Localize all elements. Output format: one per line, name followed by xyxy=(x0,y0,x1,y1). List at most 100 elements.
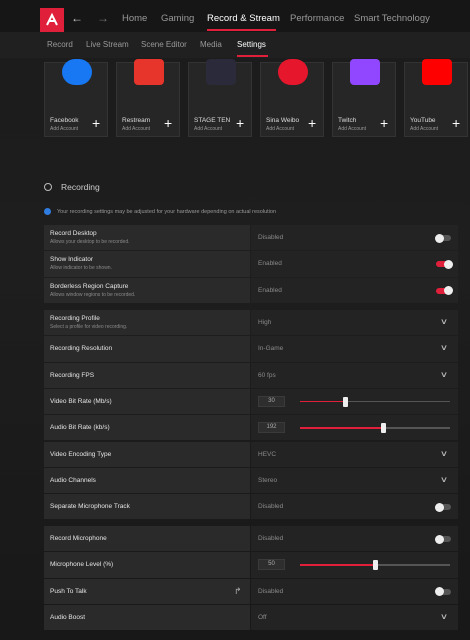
row-value: 60 fps xyxy=(258,371,276,379)
account-icon xyxy=(350,59,380,85)
top-nav-item[interactable]: Performance xyxy=(290,13,345,24)
row-label-cell xyxy=(44,494,250,520)
sub-nav-item[interactable]: Settings xyxy=(237,40,266,49)
row-value-cell[interactable] xyxy=(251,494,458,520)
account-name: Facebook xyxy=(50,117,79,124)
row-value: Disabled xyxy=(258,234,284,241)
toggle-knob[interactable] xyxy=(444,286,453,296)
add-button[interactable]: + xyxy=(380,115,389,131)
add-button[interactable]: + xyxy=(308,115,317,131)
row-value: Disabled xyxy=(258,503,284,511)
row-value-cell[interactable] xyxy=(251,225,458,251)
account-name: Restream xyxy=(122,117,151,124)
dropdown-chevron[interactable]: ∨ xyxy=(439,474,449,484)
toggle-knob[interactable] xyxy=(435,502,444,512)
row-label-cell xyxy=(44,251,250,277)
amd-logo[interactable] xyxy=(40,8,64,32)
row-label: Recording FPS xyxy=(50,371,95,379)
row-value: Stereo xyxy=(258,476,278,484)
row-value-cell[interactable] xyxy=(251,362,458,388)
row-label: Borderless Region Capture xyxy=(50,282,129,290)
row-label: Separate Microphone Track xyxy=(50,503,130,511)
account-icon xyxy=(134,59,164,85)
add-button[interactable]: + xyxy=(164,115,173,131)
account-icon xyxy=(278,59,308,85)
toggle-knob[interactable] xyxy=(435,534,444,544)
row-value-cell[interactable] xyxy=(251,467,458,494)
share-icon[interactable]: ↱ xyxy=(234,585,242,596)
forward-button[interactable]: → xyxy=(97,11,109,25)
row-description: Allow indicator to be shown. xyxy=(50,265,112,272)
row-value: Disabled xyxy=(258,587,284,595)
top-nav-item[interactable]: Record & Stream xyxy=(207,13,280,24)
dropdown-chevron[interactable]: ∨ xyxy=(439,448,449,458)
sub-nav-item[interactable]: Record xyxy=(47,40,73,49)
row-value-cell[interactable] xyxy=(251,336,458,362)
row-label: Audio Boost xyxy=(50,613,86,621)
slider-fill xyxy=(300,427,383,429)
add-button[interactable]: + xyxy=(452,115,461,131)
section-title: Recording xyxy=(61,182,100,192)
row-label: Push To Talk xyxy=(50,587,87,595)
add-button[interactable]: + xyxy=(236,115,245,131)
row-value-cell[interactable] xyxy=(251,526,458,552)
row-label-cell xyxy=(44,277,250,303)
logo-glyph xyxy=(46,12,58,26)
row-value: Disabled xyxy=(258,535,284,542)
slider-input[interactable]: 192 xyxy=(258,422,285,434)
row-value: HEVC xyxy=(258,450,277,458)
slider-input[interactable]: 50 xyxy=(258,559,285,571)
dropdown-chevron[interactable]: ∨ xyxy=(439,343,449,353)
account-card[interactable]: Sina Weibo Add Account + xyxy=(260,59,324,137)
row-value-cell[interactable] xyxy=(251,578,458,604)
toggle-knob[interactable] xyxy=(444,259,453,269)
toggle-knob[interactable] xyxy=(435,587,444,597)
row-value: In-Game xyxy=(258,345,284,353)
row-value: Off xyxy=(258,613,267,621)
sub-nav-item[interactable]: Scene Editor xyxy=(141,40,187,49)
sub-nav-item[interactable]: Media xyxy=(200,40,222,49)
row-value-cell[interactable] xyxy=(251,441,458,467)
row-label-cell xyxy=(44,310,250,336)
row-value-cell[interactable] xyxy=(251,251,458,277)
account-name: Sina Weibo xyxy=(266,117,300,124)
row-label-cell xyxy=(44,415,250,441)
slider-thumb[interactable] xyxy=(373,560,378,571)
row-value: Enabled xyxy=(258,260,282,268)
row-label: Show Indicator xyxy=(50,256,93,264)
top-nav-item[interactable]: Gaming xyxy=(161,13,195,24)
row-label-cell xyxy=(44,467,250,494)
dropdown-chevron[interactable]: ∨ xyxy=(439,611,449,621)
row-label: Video Bit Rate (Mb/s) xyxy=(50,397,112,405)
row-label: Record Microphone xyxy=(50,535,107,542)
toggle[interactable] xyxy=(436,261,451,268)
top-nav-item[interactable]: Smart Technology xyxy=(354,13,430,24)
account-card[interactable]: Twitch Add Account + xyxy=(332,59,396,137)
account-card[interactable]: YouTube Add Account + xyxy=(404,59,468,137)
slider-thumb[interactable] xyxy=(343,396,348,407)
row-label-cell xyxy=(44,225,250,251)
back-button[interactable]: ← xyxy=(71,11,83,25)
sub-nav-item[interactable]: Live Stream xyxy=(86,40,129,49)
slider-fill xyxy=(300,400,345,403)
row-label: Video Encoding Type xyxy=(50,450,112,458)
account-card[interactable]: Restream Add Account + xyxy=(116,59,180,137)
account-card[interactable]: STAGE TEN Add Account + xyxy=(188,59,252,137)
dropdown-chevron[interactable]: ∨ xyxy=(439,369,449,379)
slider-input[interactable]: 30 xyxy=(258,395,285,407)
row-value-cell[interactable] xyxy=(251,604,458,631)
row-value-cell[interactable] xyxy=(251,310,458,336)
dropdown-chevron[interactable]: ∨ xyxy=(439,317,449,326)
row-label: Record Desktop xyxy=(50,230,97,237)
slider-thumb[interactable] xyxy=(381,423,386,434)
add-button[interactable]: + xyxy=(92,115,101,131)
account-icon xyxy=(62,59,92,85)
top-nav-item[interactable]: Home xyxy=(122,13,148,24)
toggle[interactable] xyxy=(436,287,451,294)
row-value-cell[interactable] xyxy=(251,277,458,303)
row-label: Recording Resolution xyxy=(50,345,113,353)
account-card[interactable]: Facebook Add Account + xyxy=(44,59,108,137)
toggle-knob[interactable] xyxy=(435,233,444,243)
row-value: High xyxy=(258,319,272,326)
